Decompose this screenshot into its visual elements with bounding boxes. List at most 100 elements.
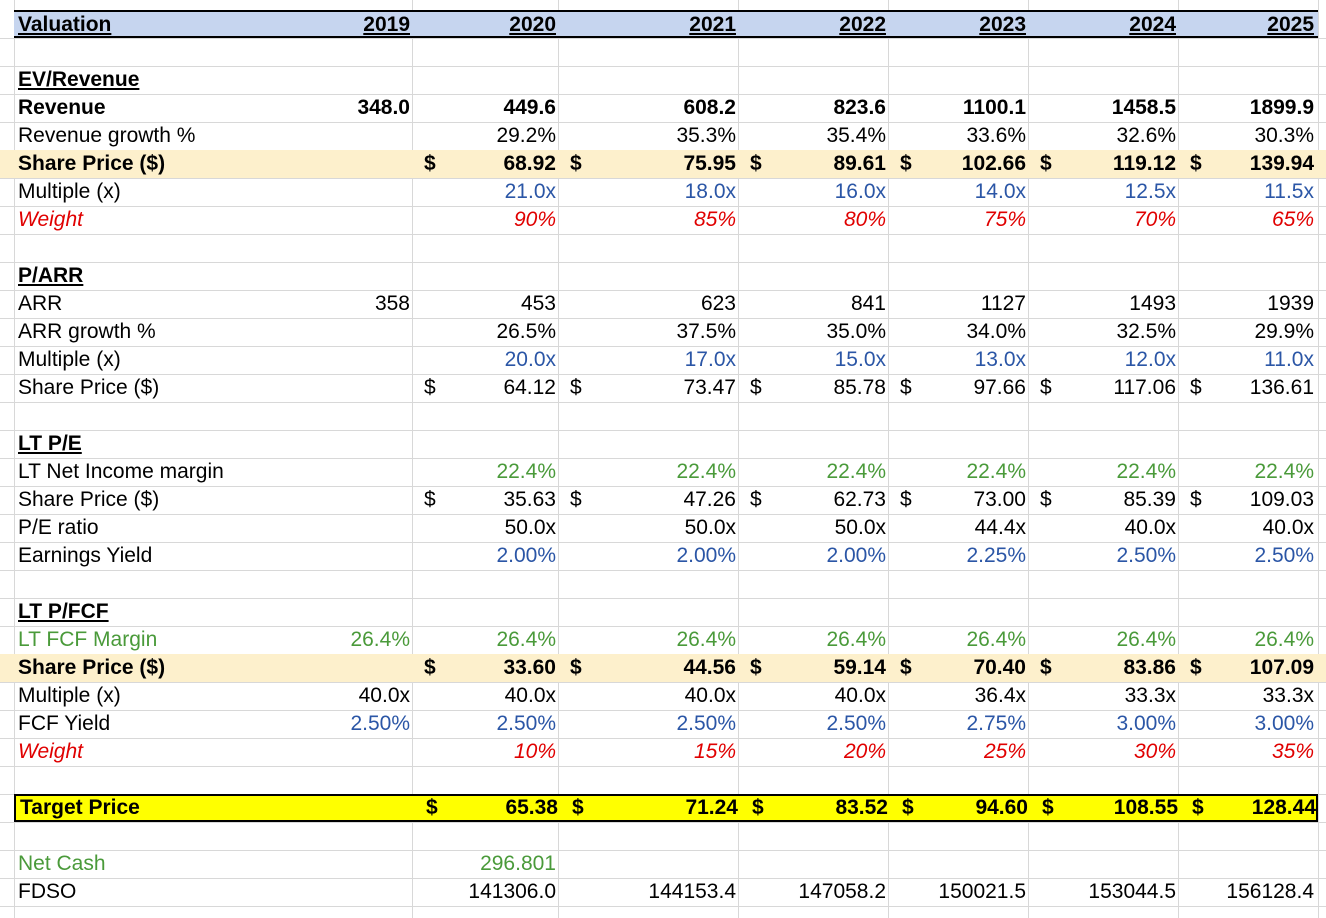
value-cell[interactable] [268, 654, 410, 682]
value-cell[interactable]: 25% [983, 740, 1026, 763]
value-cell[interactable]: 2.75% [966, 712, 1026, 735]
value-cell[interactable]: 97.66 [973, 376, 1026, 399]
value-cell[interactable]: 65.38 [505, 796, 558, 819]
value-cell[interactable]: 22.4% [826, 460, 886, 483]
value-cell[interactable]: 32.5% [1116, 320, 1176, 343]
section-title[interactable]: LT P/E [18, 432, 82, 455]
value-cell[interactable]: 70.40 [973, 656, 1026, 679]
value-cell[interactable]: 623 [700, 292, 736, 315]
section-title[interactable]: EV/Revenue [18, 68, 140, 91]
row-label[interactable]: Share Price ($) [18, 488, 160, 511]
value-cell[interactable]: 22.4% [676, 460, 736, 483]
value-cell[interactable]: 32.6% [1116, 124, 1176, 147]
value-cell[interactable] [588, 850, 736, 878]
value-cell[interactable]: 40.0x [358, 684, 410, 707]
section-title[interactable]: LT P/FCF [18, 600, 109, 623]
value-cell[interactable]: 109.03 [1249, 488, 1314, 511]
value-cell[interactable]: 62.73 [833, 488, 886, 511]
value-cell[interactable]: 70% [1133, 208, 1176, 231]
value-cell[interactable]: 20% [843, 740, 886, 763]
value-cell[interactable]: 22.4% [966, 460, 1026, 483]
value-cell[interactable] [268, 738, 410, 766]
row-label[interactable]: Revenue [18, 96, 106, 119]
value-cell[interactable]: 26.4% [676, 628, 736, 651]
value-cell[interactable]: 153044.5 [1088, 880, 1176, 903]
value-cell[interactable]: 34.0% [966, 320, 1026, 343]
value-cell[interactable] [918, 850, 1026, 878]
value-cell[interactable] [268, 122, 410, 150]
row-label[interactable]: Share Price ($) [18, 152, 166, 175]
value-cell[interactable]: 71.24 [685, 796, 738, 819]
value-cell[interactable]: 83.52 [835, 796, 888, 819]
row-label[interactable]: FCF Yield [18, 712, 111, 735]
row-label[interactable]: Multiple (x) [18, 684, 121, 707]
value-cell[interactable]: 12.5x [1124, 180, 1176, 203]
value-cell[interactable]: 33.60 [503, 656, 556, 679]
year-header-2[interactable]: 2021 [689, 13, 736, 36]
value-cell[interactable]: 2.50% [676, 712, 736, 735]
value-cell[interactable]: 1899.9 [1249, 96, 1314, 119]
value-cell[interactable]: 15.0x [834, 348, 886, 371]
value-cell[interactable]: 296.801 [480, 852, 556, 875]
year-header-1[interactable]: 2020 [509, 13, 556, 36]
value-cell[interactable]: 2.50% [350, 712, 410, 735]
value-cell[interactable] [268, 346, 410, 374]
value-cell[interactable] [1208, 850, 1314, 878]
value-cell[interactable]: 33.6% [966, 124, 1026, 147]
value-cell[interactable]: 10% [513, 740, 556, 763]
value-cell[interactable]: 37.5% [676, 320, 736, 343]
value-cell[interactable]: 14.0x [974, 180, 1026, 203]
value-cell[interactable]: 36.4x [974, 684, 1026, 707]
value-cell[interactable]: 119.12 [1112, 152, 1176, 175]
value-cell[interactable] [268, 850, 410, 878]
value-cell[interactable]: 30.3% [1254, 124, 1314, 147]
value-cell[interactable]: 29.2% [496, 124, 556, 147]
year-header-3[interactable]: 2022 [839, 13, 886, 36]
row-label[interactable]: Share Price ($) [18, 376, 160, 399]
value-cell[interactable]: 22.4% [1116, 460, 1176, 483]
row-label[interactable]: Weight [18, 740, 83, 763]
row-label[interactable]: Share Price ($) [18, 656, 166, 679]
value-cell[interactable]: 29.9% [1254, 320, 1314, 343]
value-cell[interactable]: 64.12 [503, 376, 556, 399]
value-cell[interactable]: 3.00% [1254, 712, 1314, 735]
value-cell[interactable]: 40.0x [684, 684, 736, 707]
value-cell[interactable]: 40.0x [504, 684, 556, 707]
value-cell[interactable] [768, 850, 886, 878]
value-cell[interactable]: 26.4% [826, 628, 886, 651]
value-cell[interactable]: 80% [843, 208, 886, 231]
value-cell[interactable] [268, 318, 410, 346]
value-cell[interactable]: 150021.5 [938, 880, 1026, 903]
year-header-6[interactable]: 2025 [1267, 13, 1314, 36]
value-cell[interactable]: 33.3x [1262, 684, 1314, 707]
value-cell[interactable]: 26.5% [496, 320, 556, 343]
value-cell[interactable]: 18.0x [684, 180, 736, 203]
value-cell[interactable]: 108.55 [1113, 796, 1178, 819]
value-cell[interactable]: 107.09 [1249, 656, 1314, 679]
row-label[interactable]: ARR growth % [18, 320, 156, 343]
value-cell[interactable]: 16.0x [834, 180, 886, 203]
value-cell[interactable]: 47.26 [683, 488, 736, 511]
value-cell[interactable]: 147058.2 [798, 880, 886, 903]
year-header-4[interactable]: 2023 [979, 13, 1026, 36]
value-cell[interactable]: 94.60 [975, 796, 1028, 819]
row-label[interactable]: FDSO [18, 880, 77, 903]
value-cell[interactable] [268, 878, 410, 906]
row-label[interactable]: Earnings Yield [18, 544, 153, 567]
value-cell[interactable]: 1127 [980, 292, 1026, 315]
value-cell[interactable]: 136.61 [1249, 376, 1314, 399]
value-cell[interactable]: 26.4% [350, 628, 410, 651]
value-cell[interactable]: 11.0x [1264, 348, 1314, 371]
value-cell[interactable]: 44.56 [683, 656, 736, 679]
value-cell[interactable]: 156128.4 [1226, 880, 1314, 903]
row-label[interactable]: LT FCF Margin [18, 628, 158, 651]
value-cell[interactable]: 75% [983, 208, 1026, 231]
value-cell[interactable]: 75.95 [683, 152, 736, 175]
row-label[interactable]: P/E ratio [18, 516, 99, 539]
value-cell[interactable] [268, 206, 410, 234]
value-cell[interactable]: 358 [374, 292, 410, 315]
value-cell[interactable]: 2.50% [496, 712, 556, 735]
value-cell[interactable]: 50.0x [834, 516, 886, 539]
value-cell[interactable]: 841 [850, 292, 886, 315]
value-cell[interactable] [268, 374, 410, 402]
